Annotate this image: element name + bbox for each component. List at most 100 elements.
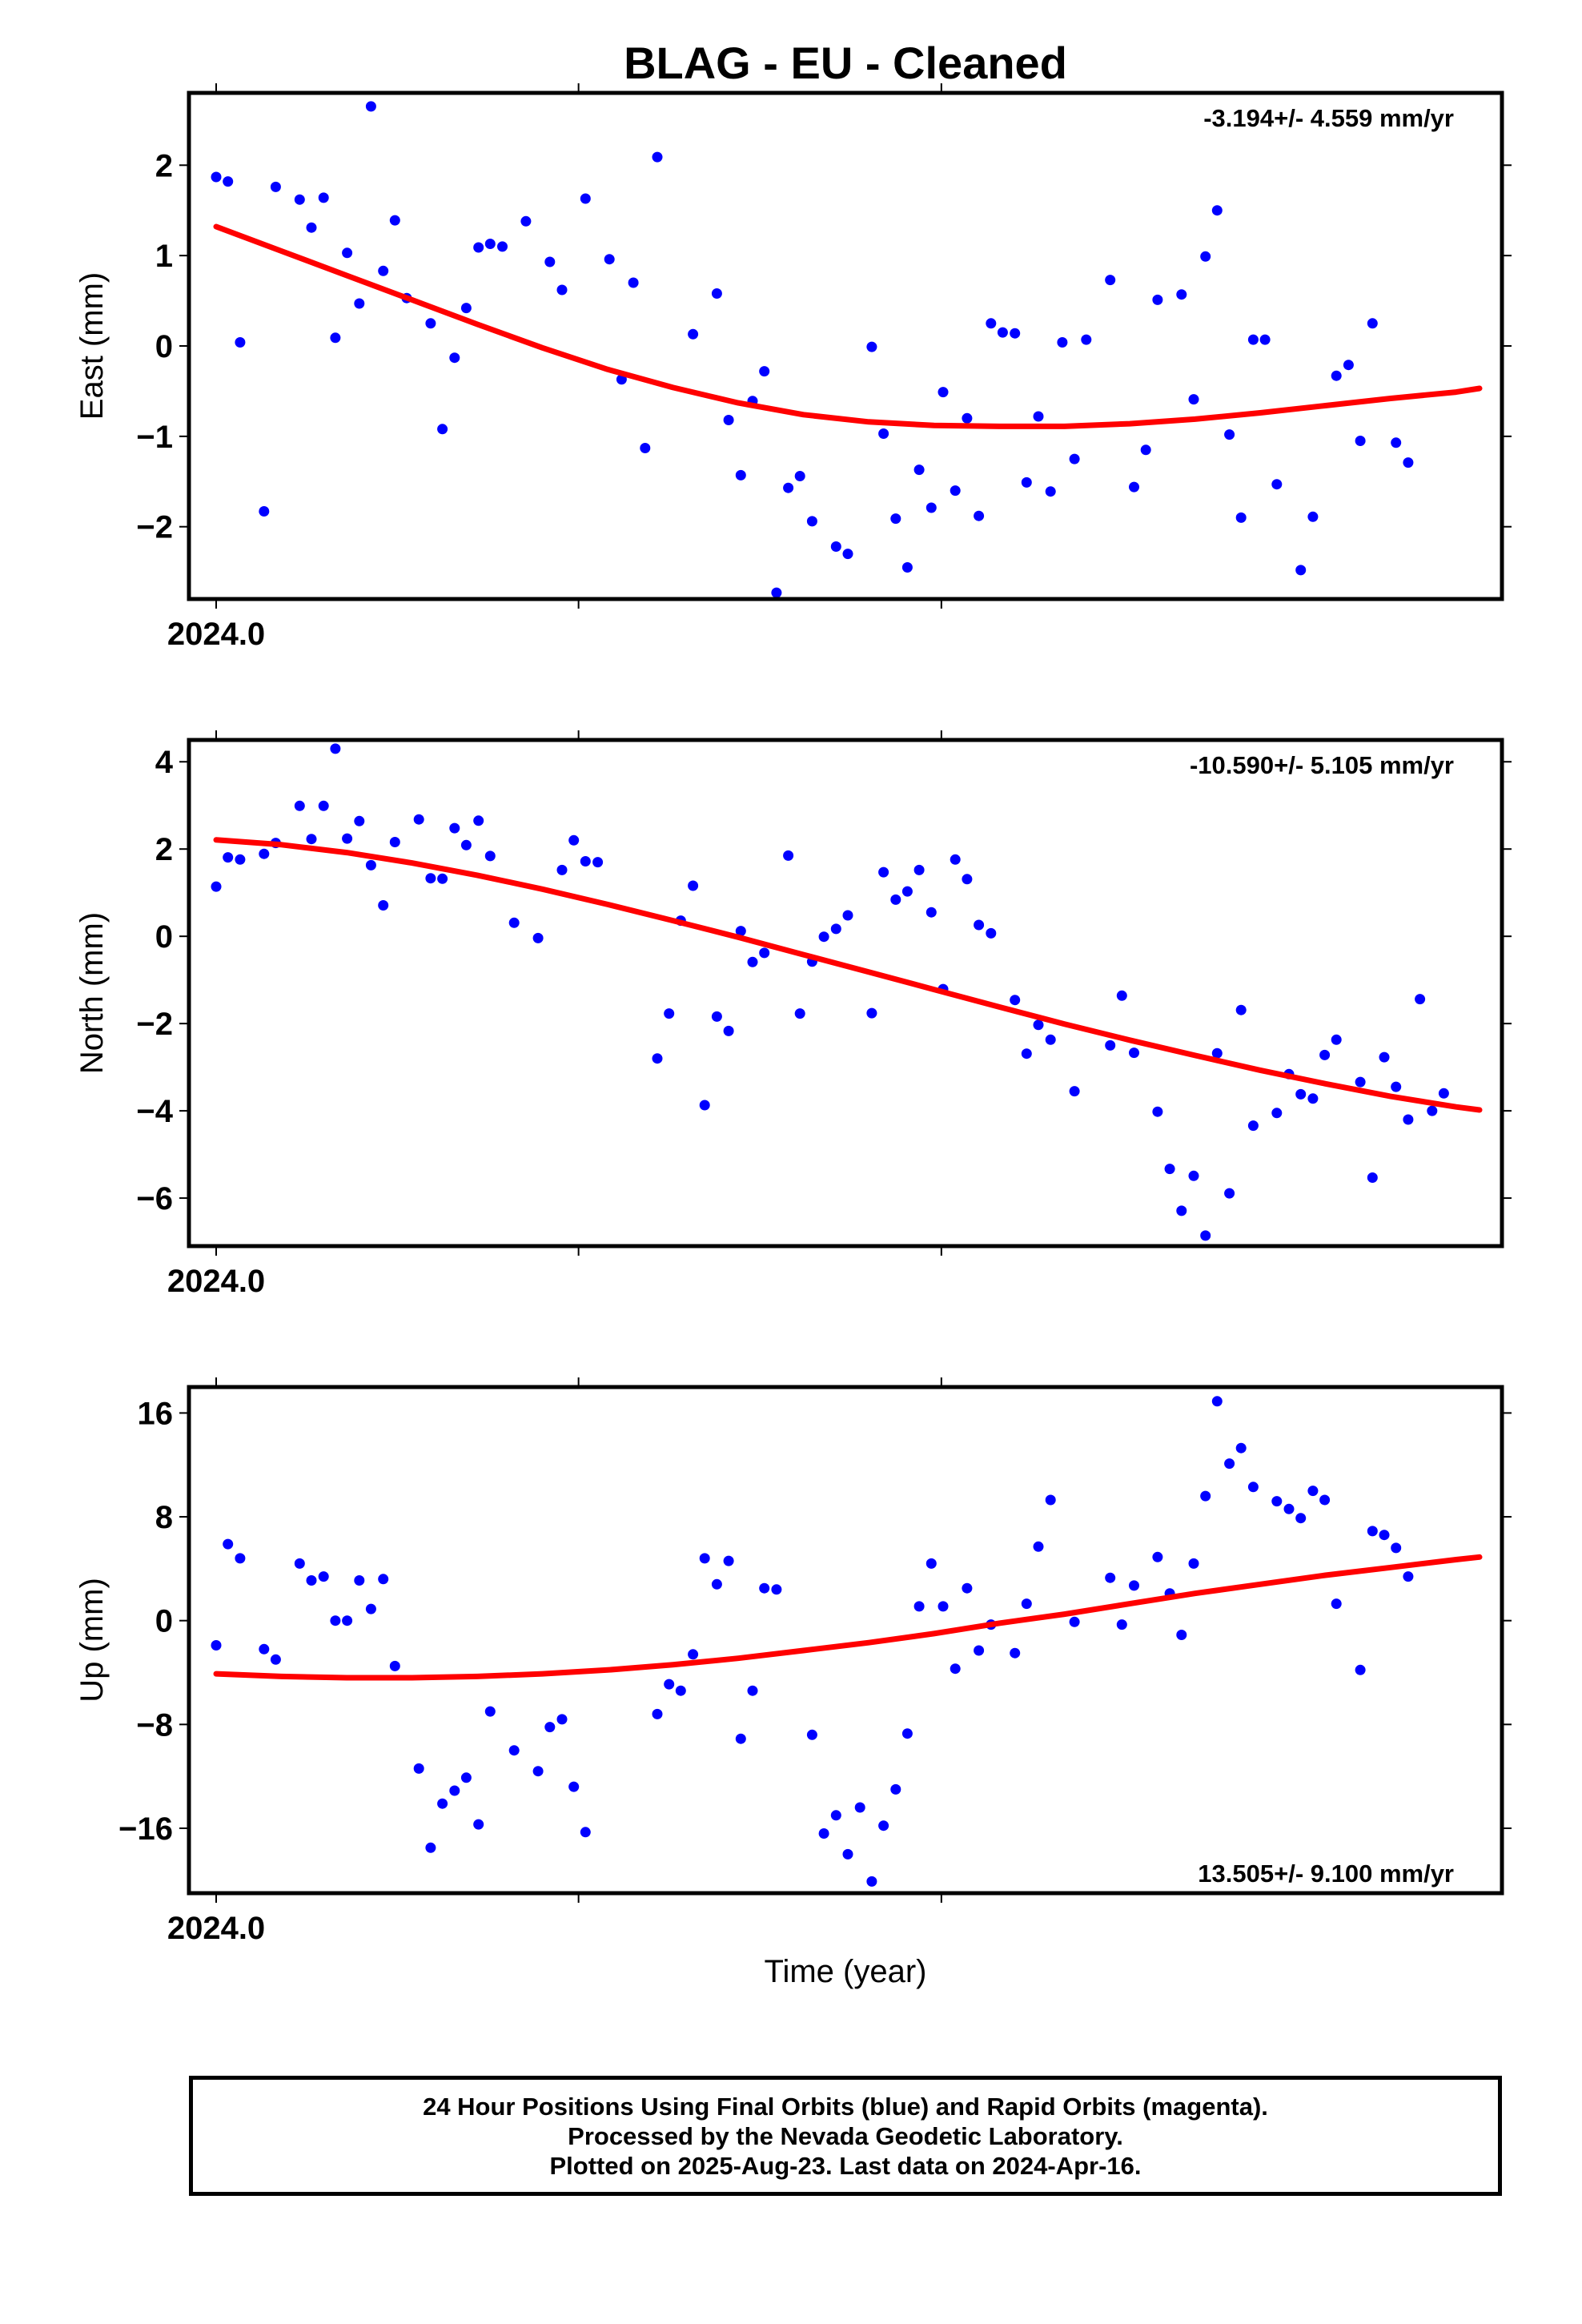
data-point xyxy=(1224,1458,1235,1470)
data-point xyxy=(938,1601,949,1612)
data-point xyxy=(1152,1551,1163,1562)
data-point xyxy=(1010,1647,1021,1659)
data-point xyxy=(425,318,436,329)
data-point xyxy=(556,864,568,875)
data-point xyxy=(580,193,591,204)
data-point xyxy=(675,1685,686,1696)
data-point xyxy=(1045,1034,1056,1045)
data-point xyxy=(962,412,973,424)
y-tick-label: 0 xyxy=(155,329,173,364)
data-point xyxy=(223,1538,234,1550)
data-point xyxy=(997,327,1008,338)
data-point xyxy=(473,242,484,253)
data-point xyxy=(342,247,353,259)
y-tick-label: −1 xyxy=(136,420,173,455)
chart-title: BLAG - EU - Cleaned xyxy=(624,38,1067,88)
data-point xyxy=(1188,1558,1199,1569)
data-point xyxy=(1129,481,1139,493)
data-point xyxy=(1235,1442,1247,1454)
data-point xyxy=(842,1848,853,1860)
data-point xyxy=(1391,437,1402,448)
data-point xyxy=(460,303,472,314)
data-point xyxy=(1235,1004,1247,1015)
data-point xyxy=(365,101,376,112)
data-point xyxy=(532,932,544,943)
y-tick-label: −4 xyxy=(136,1094,173,1129)
data-point xyxy=(449,822,460,834)
data-point xyxy=(544,256,556,267)
data-point xyxy=(1164,1164,1175,1175)
data-point xyxy=(759,1582,770,1594)
y-tick-label: 0 xyxy=(155,919,173,955)
data-point xyxy=(520,215,532,227)
data-point xyxy=(354,298,365,309)
data-point xyxy=(425,873,436,884)
y-tick-label: −8 xyxy=(136,1707,173,1743)
footer-line-1: 24 Hour Positions Using Final Orbits (bl… xyxy=(423,2093,1268,2121)
plot-frame xyxy=(187,90,1504,601)
plot-frame xyxy=(187,1385,1504,1896)
data-point xyxy=(1343,360,1354,371)
plot-frame xyxy=(187,738,1504,1248)
data-point xyxy=(652,1708,663,1719)
data-point xyxy=(913,1601,925,1612)
data-point xyxy=(783,482,794,493)
data-point xyxy=(890,894,901,905)
data-point xyxy=(294,194,305,205)
data-point xyxy=(580,856,591,866)
data-point xyxy=(901,562,913,573)
data-point xyxy=(235,854,246,865)
data-point xyxy=(771,587,782,598)
data-point xyxy=(1247,1482,1259,1493)
data-point xyxy=(1438,1088,1449,1099)
data-point xyxy=(484,850,496,862)
data-point xyxy=(330,332,341,344)
data-point xyxy=(270,1654,281,1665)
data-point xyxy=(270,181,281,192)
data-point xyxy=(330,743,341,754)
data-point xyxy=(640,443,651,453)
y-tick-label: 1 xyxy=(155,239,173,274)
data-point xyxy=(711,1578,722,1590)
data-point xyxy=(365,859,376,870)
data-point xyxy=(378,1574,389,1585)
data-point xyxy=(652,151,663,163)
data-point xyxy=(950,854,961,865)
data-point xyxy=(437,1798,448,1809)
velocity-label: -3.194+/- 4.559 mm/yr xyxy=(1203,104,1454,132)
data-point xyxy=(1391,1081,1402,1092)
data-point xyxy=(1403,1571,1414,1582)
data-point xyxy=(1391,1542,1402,1554)
data-point xyxy=(449,1785,460,1796)
data-point xyxy=(1379,1530,1390,1541)
data-point xyxy=(1033,1019,1044,1031)
data-point xyxy=(294,1558,305,1569)
data-point xyxy=(938,387,949,398)
data-point xyxy=(460,839,472,850)
data-point xyxy=(330,1615,341,1626)
trend-line xyxy=(213,223,1483,429)
data-point xyxy=(235,1553,246,1564)
x-axis-label: Time (year) xyxy=(765,1954,927,1989)
y-tick-label: 16 xyxy=(138,1396,174,1431)
data-point xyxy=(556,1714,568,1725)
data-point xyxy=(842,549,853,560)
data-point xyxy=(1379,1051,1390,1063)
data-point xyxy=(1211,1396,1223,1407)
plot-area xyxy=(211,743,1483,1241)
data-point xyxy=(688,1649,699,1660)
data-point xyxy=(1211,205,1223,216)
data-point xyxy=(950,485,961,497)
data-point xyxy=(1295,565,1307,576)
data-point xyxy=(413,1763,424,1774)
data-point xyxy=(1367,1172,1378,1183)
data-point xyxy=(497,241,508,252)
data-point xyxy=(460,1772,472,1783)
data-point xyxy=(926,1558,937,1569)
data-point xyxy=(437,424,448,435)
data-point xyxy=(1403,1114,1414,1125)
data-point xyxy=(1331,370,1342,381)
data-point xyxy=(1200,1490,1211,1502)
data-point xyxy=(259,1643,270,1655)
data-point xyxy=(1355,1664,1366,1675)
